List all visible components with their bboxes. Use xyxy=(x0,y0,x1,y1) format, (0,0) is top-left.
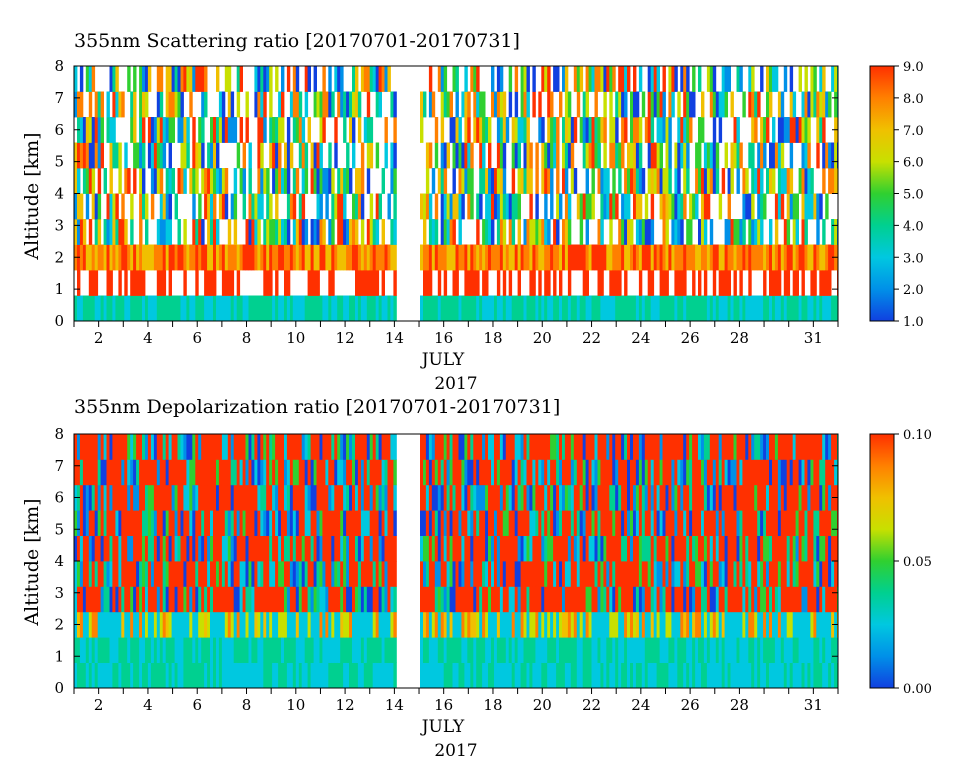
x-tick-label: 10 xyxy=(286,696,305,714)
colorbar-tick-label: 4.0 xyxy=(903,219,924,234)
x-tick-label: 28 xyxy=(730,329,749,347)
x-tick-label: 16 xyxy=(434,696,453,714)
y-tick-label: 8 xyxy=(54,57,64,75)
x-tick-label: 14 xyxy=(385,696,404,714)
x-tick-label: 26 xyxy=(681,329,700,347)
heatmap-field xyxy=(74,66,839,322)
y-tick-label: 0 xyxy=(54,312,64,330)
x-tick-label: 4 xyxy=(143,329,153,347)
colorbar-tick-label: 7.0 xyxy=(903,124,924,139)
x-tick-label: 10 xyxy=(286,329,305,347)
scattering-ratio-x-axis-label: JULY xyxy=(420,350,465,370)
y-tick-label: 8 xyxy=(54,425,64,443)
y-tick-label: 0 xyxy=(54,679,64,697)
colorbar-tick-label: 5.0 xyxy=(903,188,924,203)
y-tick-label: 7 xyxy=(54,89,64,107)
x-tick-label: 31 xyxy=(804,696,823,714)
x-tick-label: 28 xyxy=(730,696,749,714)
y-tick-label: 3 xyxy=(54,584,64,602)
y-tick-label: 5 xyxy=(54,520,64,538)
x-tick-label: 8 xyxy=(242,696,252,714)
colorbar-gradient xyxy=(869,433,895,689)
colorbar-tick-label: 0.05 xyxy=(903,555,932,570)
colorbar-tick-label: 6.0 xyxy=(903,156,924,171)
x-tick-label: 24 xyxy=(631,696,650,714)
x-tick-label: 2 xyxy=(94,329,104,347)
y-tick-label: 6 xyxy=(54,489,64,507)
x-tick-label: 12 xyxy=(336,696,355,714)
x-tick-label: 26 xyxy=(681,696,700,714)
x-tick-label: 8 xyxy=(242,329,252,347)
colorbar-tick-label: 8.0 xyxy=(903,92,924,107)
colorbar-gradient xyxy=(869,65,895,322)
scattering-ratio-colorbar: 1.0 2.0 3.0 4.0 5.0 6.0 7.0 8.0 9.0 xyxy=(869,60,924,330)
y-tick-label: 6 xyxy=(54,121,64,139)
depolarization-ratio-y-axis-label: Altitude [km] xyxy=(21,498,43,626)
colorbar-tick-label: 1.0 xyxy=(903,315,924,330)
y-tick-label: 4 xyxy=(54,552,64,570)
x-tick-label: 18 xyxy=(483,696,502,714)
scattering-ratio-title: 355nm Scattering ratio [20170701-2017073… xyxy=(74,30,520,52)
y-tick-label: 4 xyxy=(54,185,64,203)
y-tick-label: 2 xyxy=(54,616,64,634)
x-tick-label: 22 xyxy=(582,696,601,714)
depolarization-ratio-x-axis-label: JULY xyxy=(420,717,465,737)
x-tick-label: 6 xyxy=(192,329,202,347)
y-tick-label: 1 xyxy=(54,280,64,298)
colorbar-tick-label: 3.0 xyxy=(903,251,924,266)
y-tick-label: 1 xyxy=(54,647,64,665)
x-tick-label: 22 xyxy=(582,329,601,347)
x-tick-label: 6 xyxy=(192,696,202,714)
x-tick-label: 24 xyxy=(631,329,650,347)
scattering-ratio-x-axis-year: 2017 xyxy=(434,374,477,394)
depolarization-ratio-colorbar: 0.00 0.05 0.10 xyxy=(869,428,932,697)
y-tick-label: 3 xyxy=(54,216,64,234)
y-tick-label: 2 xyxy=(54,248,64,266)
y-tick-label: 5 xyxy=(54,153,64,171)
y-tick-label: 7 xyxy=(54,457,64,475)
x-tick-label: 20 xyxy=(533,696,552,714)
x-tick-label: 16 xyxy=(434,329,453,347)
colorbar-tick-label: 0.10 xyxy=(903,428,932,443)
x-tick-label: 18 xyxy=(483,329,502,347)
colorbar-tick-label: 9.0 xyxy=(903,60,924,75)
x-tick-label: 12 xyxy=(336,329,355,347)
depolarization-ratio-title: 355nm Depolarization ratio [20170701-201… xyxy=(74,396,560,418)
colorbar-tick-label: 2.0 xyxy=(903,283,924,298)
depolarization-ratio-panel: 355nm Depolarization ratio [20170701-201… xyxy=(21,396,932,761)
depolarization-ratio-x-axis-year: 2017 xyxy=(434,741,477,761)
x-tick-label: 14 xyxy=(385,329,404,347)
scattering-ratio-panel: 355nm Scattering ratio [20170701-2017073… xyxy=(21,30,924,394)
heatmap-field xyxy=(74,434,839,689)
x-tick-label: 31 xyxy=(804,329,823,347)
x-tick-label: 20 xyxy=(533,329,552,347)
x-tick-label: 4 xyxy=(143,696,153,714)
colorbar-tick-label: 0.00 xyxy=(903,682,932,697)
scattering-ratio-y-axis-label: Altitude [km] xyxy=(21,132,43,260)
x-tick-label: 2 xyxy=(94,696,104,714)
